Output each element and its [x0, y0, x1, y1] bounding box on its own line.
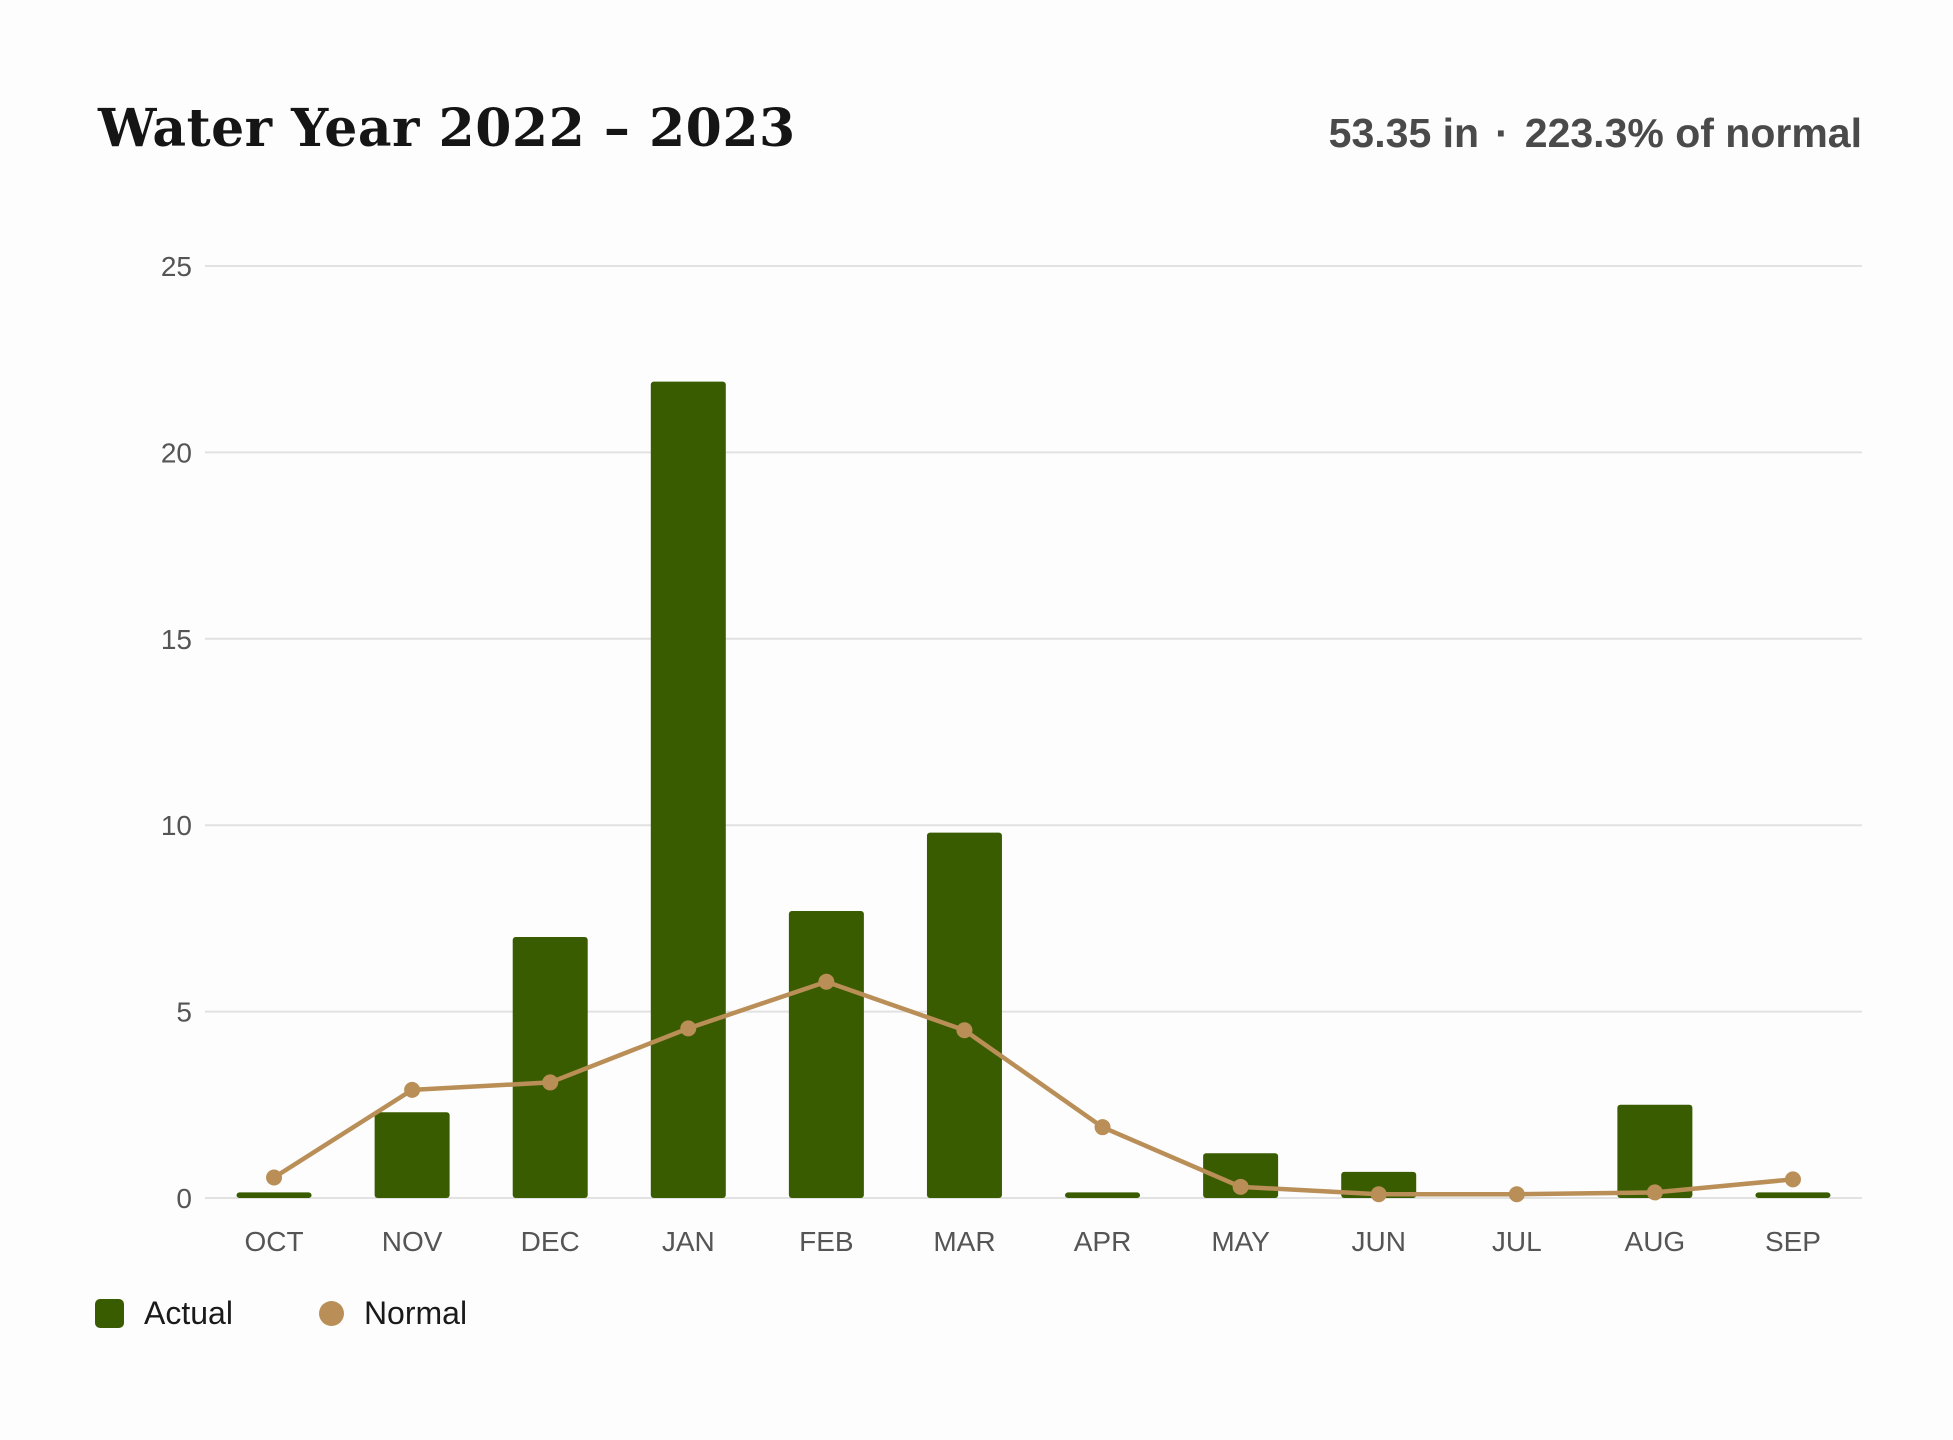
point-normal-apr: [1094, 1119, 1111, 1136]
separator-dot: ·: [1495, 110, 1509, 156]
point-normal-feb: [818, 973, 835, 990]
point-normal-dec: [542, 1074, 559, 1091]
y-tick-label: 0: [176, 1183, 192, 1214]
point-normal-jul: [1508, 1186, 1525, 1203]
y-tick-label: 10: [161, 810, 192, 841]
y-tick-label: 20: [161, 437, 192, 468]
total-precipitation: 53.35 in: [1328, 110, 1480, 156]
legend-item-normal[interactable]: Normal: [318, 1295, 468, 1332]
percent-of-normal: 223.3% of normal: [1524, 110, 1862, 156]
x-tick-label: OCT: [244, 1226, 303, 1257]
y-tick-label: 5: [176, 997, 192, 1028]
legend-label-actual: Actual: [144, 1295, 233, 1331]
point-normal-nov: [404, 1081, 421, 1098]
x-tick-label: SEP: [1765, 1226, 1821, 1257]
chart-title: Water Year 2022 – 2023: [98, 98, 796, 159]
x-tick-label: NOV: [382, 1226, 443, 1257]
x-tick-label: JAN: [662, 1226, 715, 1257]
y-tick-label: 25: [161, 251, 192, 282]
x-tick-label: AUG: [1625, 1226, 1686, 1257]
legend-swatch-normal: [318, 1301, 344, 1326]
bar-actual-apr: [1065, 1192, 1141, 1198]
bar-actual-oct: [236, 1192, 312, 1198]
x-tick-label: JUN: [1351, 1226, 1405, 1257]
legend-item-actual[interactable]: Actual: [95, 1295, 233, 1332]
x-tick-label: APR: [1074, 1226, 1132, 1257]
y-tick-label: 15: [161, 624, 192, 655]
x-tick-label: DEC: [521, 1226, 580, 1257]
legend-swatch-actual: [95, 1299, 124, 1328]
bar-actual-dec: [512, 937, 588, 1198]
point-normal-mar: [956, 1022, 973, 1039]
line-normal: [271, 979, 1796, 1197]
bar-actual-feb: [788, 910, 864, 1198]
bar-actual-mar: [926, 832, 1002, 1198]
bar-actual-aug: [1617, 1104, 1693, 1198]
legend-label-normal: Normal: [363, 1295, 468, 1331]
chart-legend: Actual Normal: [95, 1295, 553, 1332]
bar-actual-jan: [650, 381, 726, 1198]
point-normal-oct: [266, 1169, 283, 1186]
point-normal-aug: [1646, 1184, 1663, 1201]
summary-stats: 53.35 in · 223.3% of normal: [1329, 110, 1862, 157]
x-tick-label: MAR: [933, 1226, 995, 1257]
point-normal-sep: [1784, 1171, 1801, 1188]
point-normal-jun: [1370, 1186, 1387, 1203]
x-tick-label: JUL: [1492, 1226, 1542, 1257]
bar-actual-sep: [1755, 1192, 1831, 1198]
bar-actual-nov: [374, 1112, 450, 1198]
point-normal-jan: [680, 1020, 697, 1037]
point-normal-may: [1232, 1178, 1249, 1195]
x-tick-label: MAY: [1211, 1226, 1270, 1257]
x-tick-label: FEB: [799, 1226, 853, 1257]
